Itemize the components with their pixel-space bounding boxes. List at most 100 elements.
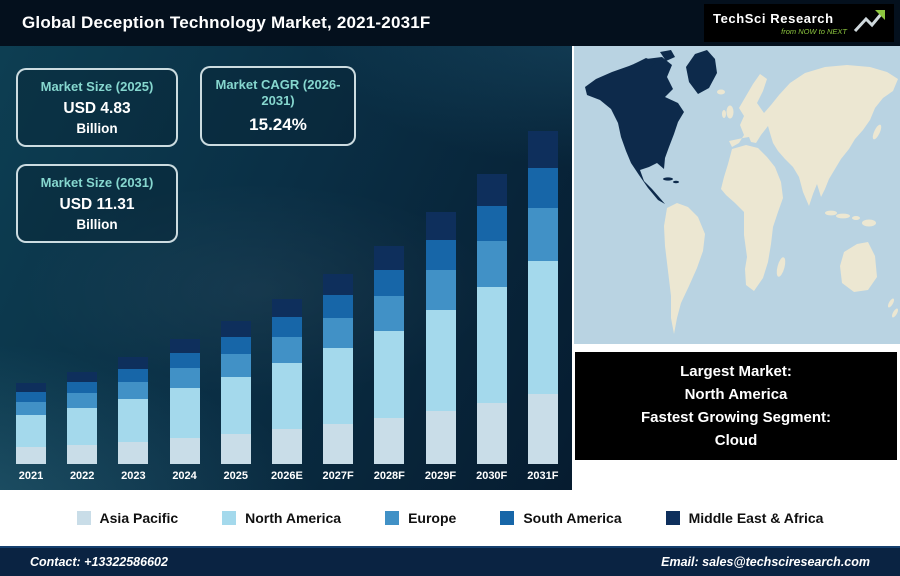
- bar-stack: [220, 321, 251, 464]
- legend-item-asia-pacific: Asia Pacific: [76, 510, 179, 526]
- bar-stack: [118, 357, 149, 464]
- axis-year-label: 2021: [18, 470, 44, 482]
- bar-column-2029F: 2029F: [418, 212, 464, 482]
- bar-segment-europe: [476, 241, 507, 287]
- stat-value: 15.24%: [249, 114, 307, 134]
- bar-segment-europe: [220, 354, 251, 377]
- bar-stack: [16, 383, 46, 464]
- stat-box-market-size-2031: Market Size (2031) USD 11.31 Billion: [16, 164, 178, 244]
- bar-segment-south-america: [118, 369, 149, 382]
- bar-stack: [425, 212, 456, 464]
- bar-segment-north-america: [425, 310, 456, 411]
- bar-segment-middle-east-africa: [169, 339, 200, 353]
- bar-segment-asia-pacific: [527, 394, 558, 464]
- bar-segment-south-america: [169, 353, 200, 368]
- map-region-eurasia: [729, 65, 898, 206]
- brand-name: TechSci Research: [713, 10, 834, 26]
- bar-segment-europe: [374, 296, 405, 331]
- bar-segment-europe: [16, 402, 46, 415]
- bar-segment-middle-east-africa: [67, 372, 98, 382]
- stat-unit: Billion: [76, 217, 118, 233]
- bar-segment-europe: [271, 337, 302, 363]
- footer-bar: Contact: +13322586602 Email: sales@techs…: [0, 546, 900, 576]
- bar-segment-asia-pacific: [323, 424, 354, 464]
- legend-swatch: [76, 511, 91, 525]
- legend-label: Asia Pacific: [99, 510, 179, 526]
- legend-label: Middle East & Africa: [688, 510, 824, 526]
- callout-line: North America: [684, 385, 788, 403]
- legend-item-north-america: North America: [222, 510, 341, 526]
- axis-year-label: 2026E: [271, 470, 303, 482]
- callout-line: Cloud: [714, 432, 758, 450]
- axis-year-label: 2024: [172, 470, 197, 482]
- bar-segment-middle-east-africa: [323, 274, 354, 295]
- bar-segment-south-america: [476, 206, 507, 241]
- bar-segment-asia-pacific: [271, 429, 302, 464]
- header-bar: Global Deception Technology Market, 2021…: [0, 0, 900, 46]
- world-map-svg: [574, 46, 900, 344]
- bar-segment-middle-east-africa: [271, 299, 302, 317]
- stacked-bar-chart: 2021 2022 2023 2024 2025 2026E 2027F 2028F 2029F…: [8, 131, 566, 482]
- legend-label: North America: [245, 510, 342, 526]
- bar-stack: [323, 274, 354, 464]
- bar-column-2022: 2022: [59, 372, 105, 482]
- callout-line: Fastest Growing Segment:: [640, 409, 832, 426]
- map-region-greenland: [686, 50, 717, 94]
- bar-segment-europe: [527, 208, 558, 261]
- bar-column-2026E: 2026E: [264, 299, 310, 482]
- axis-year-label: 2022: [69, 470, 95, 482]
- bar-column-2023: 2023: [110, 357, 156, 482]
- bar-segment-north-america: [476, 287, 507, 403]
- bar-segment-middle-east-africa: [527, 131, 558, 168]
- legend-item-middle-east-africa: Middle East & Africa: [665, 510, 824, 526]
- bar-segment-middle-east-africa: [425, 212, 456, 240]
- bar-segment-north-america: [527, 261, 558, 394]
- world-map: [572, 46, 900, 344]
- bar-segment-north-america: [169, 388, 200, 438]
- bar-segment-asia-pacific: [118, 442, 149, 464]
- legend-label: South America: [523, 510, 622, 526]
- bar-segment-asia-pacific: [476, 403, 507, 464]
- bar-segment-south-america: [527, 168, 558, 208]
- bar-column-2021: 2021: [8, 383, 54, 482]
- chart-panel: Market Size (2025) USD 4.83 Billion Mark…: [0, 46, 572, 490]
- map-region-south-america: [664, 203, 705, 334]
- stat-value: USD 4.83: [63, 100, 131, 118]
- stat-label: Market Size (2025): [40, 79, 154, 94]
- legend-swatch: [222, 511, 237, 525]
- legend-swatch: [665, 511, 680, 525]
- bar-segment-middle-east-africa: [118, 357, 149, 369]
- market-callout: Largest Market: North America Fastest Grow…: [575, 352, 897, 460]
- bar-segment-europe: [67, 393, 98, 408]
- bar-segment-asia-pacific: [16, 447, 46, 464]
- right-panel: Largest Market: North America Fastest Grow…: [572, 46, 900, 490]
- bar-segment-asia-pacific: [67, 445, 98, 464]
- axis-year-label: 2031F: [527, 470, 559, 482]
- bar-segment-europe: [323, 318, 354, 348]
- bar-segment-north-america: [271, 363, 302, 429]
- bar-segment-south-america: [67, 382, 98, 393]
- bar-segment-asia-pacific: [374, 418, 405, 464]
- bar-segment-north-america: [16, 415, 46, 447]
- axis-year-label: 2023: [121, 470, 146, 482]
- stat-label: Market CAGR (2026-2031): [215, 77, 341, 109]
- stat-box-market-cagr: Market CAGR (2026-2031) 15.24%: [200, 66, 356, 146]
- legend-label: Europe: [408, 510, 457, 526]
- bar-segment-middle-east-africa: [476, 174, 507, 206]
- bar-column-2024: 2024: [162, 339, 208, 482]
- bar-segment-asia-pacific: [425, 411, 456, 464]
- bar-segment-middle-east-africa: [16, 383, 46, 392]
- bar-column-2030F: 2030F: [469, 174, 515, 482]
- bar-segment-south-america: [374, 270, 405, 296]
- bar-segment-south-america: [271, 317, 302, 337]
- bar-segment-asia-pacific: [220, 434, 251, 464]
- bar-segment-south-america: [323, 295, 354, 318]
- bar-column-2028F: 2028F: [366, 246, 412, 482]
- bar-segment-middle-east-africa: [220, 321, 251, 337]
- axis-year-label: 2030F: [476, 470, 508, 482]
- bar-stack: [527, 131, 558, 464]
- bar-segment-europe: [118, 382, 149, 399]
- bar-segment-europe: [169, 368, 200, 388]
- map-region-africa: [721, 145, 783, 291]
